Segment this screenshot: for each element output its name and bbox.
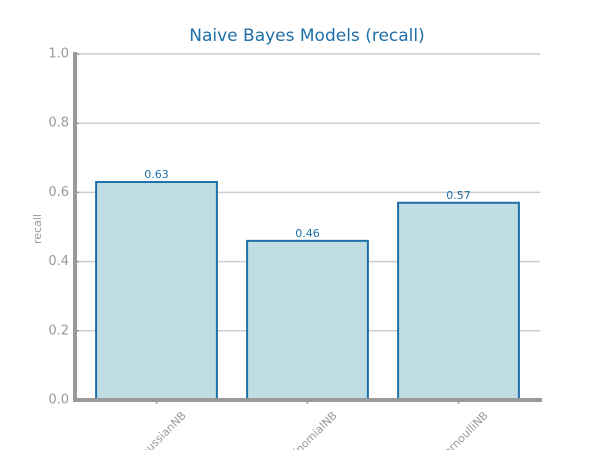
data-label: 0.57 <box>446 189 471 202</box>
chart-title: Naive Bayes Models (recall) <box>189 26 425 46</box>
y-tick-label: 0.2 <box>48 323 69 338</box>
y-tick-label: 1.0 <box>48 47 69 62</box>
bar <box>95 181 218 401</box>
x-tick-label: MultinomialNB <box>274 409 340 450</box>
y-tick-label: 0.8 <box>48 116 69 131</box>
bar <box>397 201 520 401</box>
y-tick-label: 0.4 <box>48 254 69 269</box>
y-axis-label: recall <box>31 214 44 244</box>
data-label: 0.63 <box>144 168 169 181</box>
x-tick-label: BernoulliNB <box>436 409 491 450</box>
x-tick-label: GaussianNB <box>133 409 189 450</box>
bar <box>246 239 369 401</box>
data-label: 0.46 <box>295 227 320 240</box>
y-tick-label: 0.6 <box>48 185 69 200</box>
y-tick-label: 0.0 <box>48 393 69 408</box>
